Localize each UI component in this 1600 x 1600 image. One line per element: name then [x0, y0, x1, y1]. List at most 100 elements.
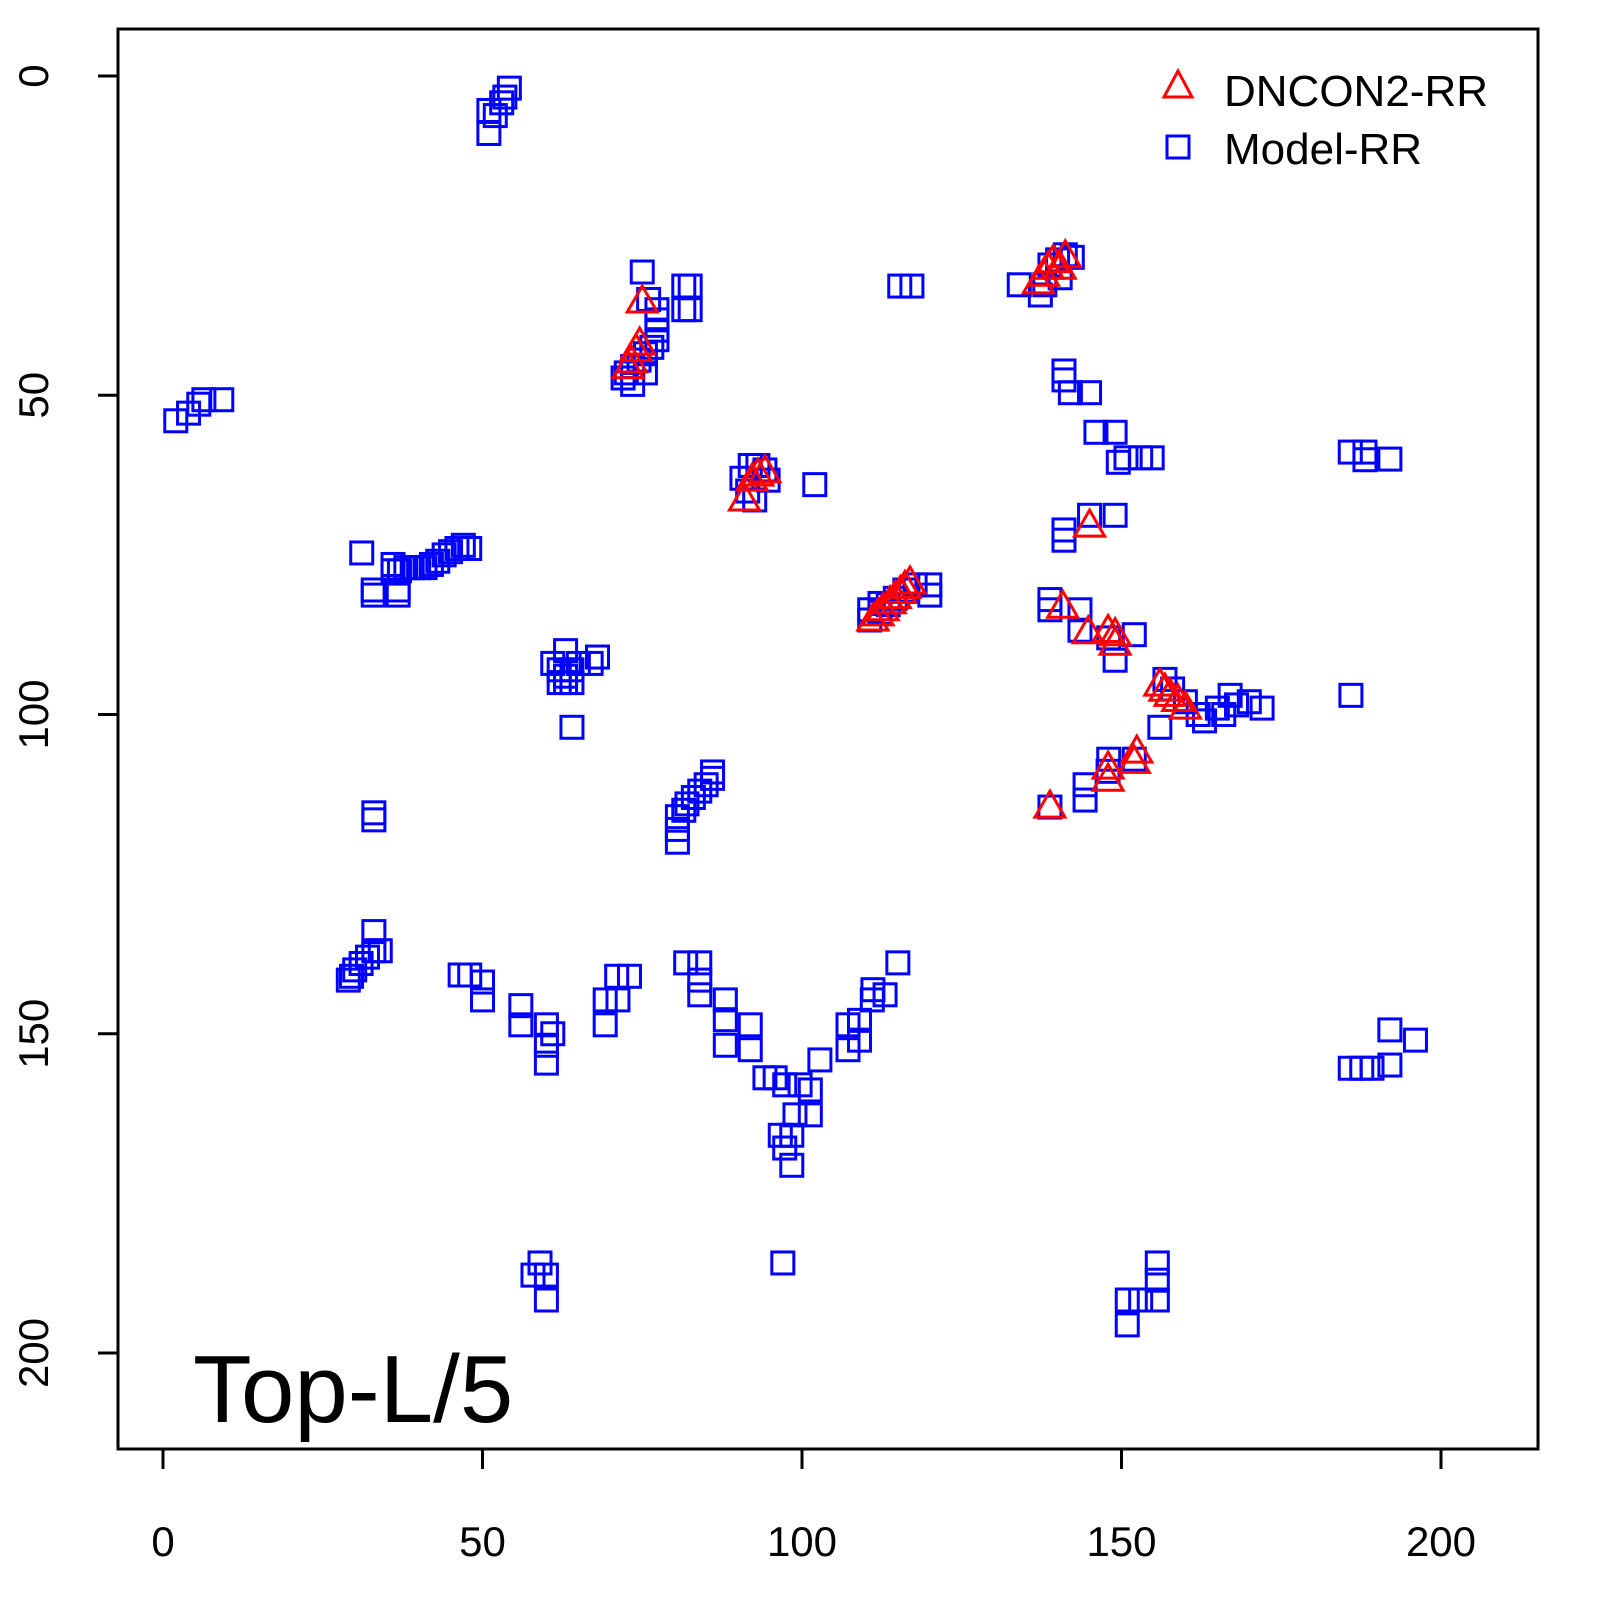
plot-frame	[116, 27, 1540, 1451]
model-rr-point	[885, 950, 911, 976]
model-rr-point	[1147, 714, 1173, 740]
dncon2-rr-point	[1097, 625, 1133, 656]
model-rr-point	[1083, 419, 1109, 445]
model-rr-point	[578, 650, 604, 676]
model-rr-point	[349, 540, 375, 566]
model-rr-point	[664, 816, 690, 842]
model-rr-point	[687, 778, 713, 804]
model-rr-point	[533, 1262, 559, 1288]
dncon2-rr-point	[1160, 681, 1196, 712]
model-rr-point	[687, 950, 713, 976]
model-rr-point	[444, 535, 470, 561]
dncon2-rr-point	[747, 452, 783, 484]
model-rr-point	[1037, 597, 1063, 623]
model-rr-point	[361, 807, 387, 833]
x-tick-label: 50	[459, 1518, 506, 1565]
dncon2-rr-point	[726, 480, 763, 512]
model-rr-point	[1249, 695, 1275, 721]
model-rr-point	[1121, 622, 1147, 648]
model-rr-point	[616, 963, 642, 989]
model-rr-point	[1077, 380, 1103, 406]
model-rr-point	[636, 286, 662, 312]
x-axis: 0 50 100 150 200	[151, 1447, 1476, 1565]
model-rr-point	[559, 670, 585, 696]
dncon2-rr-point	[1047, 237, 1083, 269]
model-rr-point	[639, 334, 665, 360]
model-rr-point	[492, 84, 518, 110]
model-rr-point	[1144, 1250, 1170, 1276]
model-rr-point	[772, 1135, 798, 1161]
model-rr-point	[1402, 1027, 1428, 1053]
model-rr-point	[1072, 787, 1098, 813]
data-marks	[163, 75, 1428, 1338]
dncon2-rr-point	[887, 568, 923, 599]
model-rr-point	[457, 962, 483, 988]
model-rr-point	[1067, 597, 1093, 623]
model-rr-point	[592, 1012, 618, 1038]
dncon2-rr-point	[1152, 676, 1188, 707]
model-rr-point	[1128, 1287, 1154, 1313]
model-rr-point	[797, 1077, 823, 1103]
model-rr-point	[779, 1152, 805, 1178]
model-rr-point	[1051, 367, 1077, 393]
model-rr-point	[772, 1072, 798, 1098]
x-tick-label: 100	[767, 1518, 837, 1565]
model-rr-point	[674, 791, 700, 817]
model-rr-point	[797, 1102, 823, 1128]
x-tick-label: 150	[1086, 1518, 1156, 1565]
annotation-top-l5: Top-L/5	[193, 1336, 513, 1443]
dncon2-rr-point	[872, 583, 908, 615]
model-rr-point	[508, 993, 534, 1019]
y-tick-label: 100	[10, 679, 57, 749]
model-rr-point	[540, 650, 566, 676]
model-rr-point	[1377, 1017, 1403, 1043]
dncon2-rr-point	[1035, 242, 1071, 274]
model-rr-point	[540, 1021, 566, 1047]
model-rr-point	[802, 472, 828, 498]
model-rr-point	[700, 759, 726, 785]
y-tick-label: 0	[10, 64, 57, 87]
model-rr-point	[361, 919, 387, 945]
model-rr-point	[1185, 702, 1211, 727]
model-rr-point	[1359, 1055, 1385, 1081]
model-rr-point	[1144, 1267, 1170, 1293]
model-rr-point	[770, 1250, 796, 1276]
dncon2-rr-point	[855, 601, 891, 632]
dncon2-rr-point	[1147, 671, 1183, 702]
model-rr-point	[1377, 1052, 1403, 1078]
model-rr-point	[712, 1007, 738, 1033]
model-rr-point	[380, 558, 406, 584]
model-rr-point	[438, 539, 464, 565]
model-rr-point	[671, 297, 697, 323]
model-rr-point	[354, 944, 380, 970]
dncon2-rr-point	[1045, 588, 1081, 619]
model-rr-point	[450, 532, 476, 558]
model-rr-point	[1211, 702, 1237, 727]
model-rr-point	[533, 1012, 559, 1038]
model-rr-point	[489, 90, 515, 116]
dncon2-rr-point	[1090, 761, 1126, 792]
dncon2-rr-point	[1032, 788, 1068, 819]
model-rr-point	[1337, 439, 1363, 465]
model-rr-point	[835, 1012, 861, 1038]
model-rr-point	[687, 967, 713, 993]
model-rr-point	[470, 987, 495, 1013]
model-rr-point	[782, 1102, 808, 1128]
model-rr-point	[673, 950, 699, 976]
model-rr-point	[553, 663, 579, 689]
model-rr-point	[1377, 446, 1403, 472]
y-tick-label: 50	[10, 372, 57, 419]
model-rr-point	[1077, 502, 1103, 528]
dncon2-rr-point	[734, 461, 770, 492]
model-rr-point	[671, 273, 697, 299]
model-rr-point	[348, 951, 374, 977]
model-rr-point	[712, 1032, 738, 1058]
model-rr-point	[677, 273, 703, 299]
model-rr-point	[209, 387, 235, 413]
model-rr-point	[520, 1262, 546, 1288]
model-rr-point	[680, 785, 706, 811]
dncon2-rr-point	[877, 578, 913, 610]
y-tick-label: 150	[10, 999, 57, 1069]
model-rr-point	[677, 297, 703, 323]
